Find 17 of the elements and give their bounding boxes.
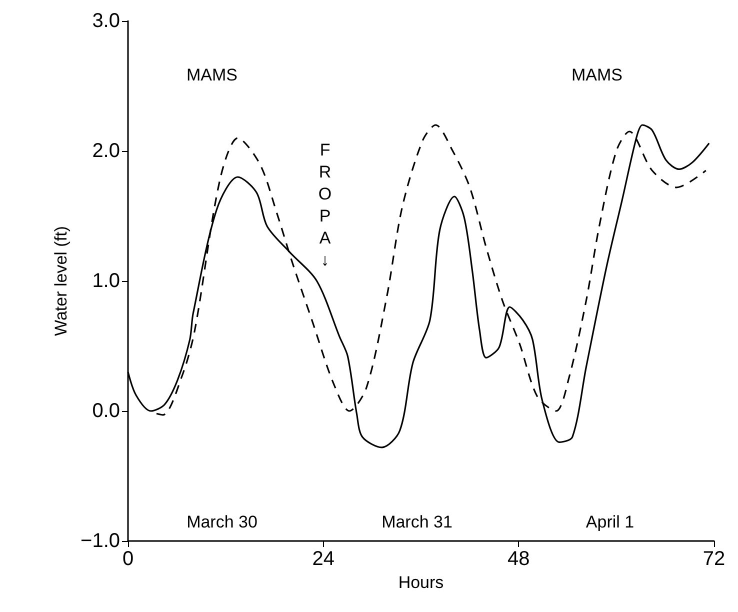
y-tick-label: 1.0 (92, 270, 120, 292)
y-tick-label: 3.0 (92, 10, 120, 32)
x-tick-label: 0 (122, 548, 134, 570)
x-tick-label: 72 (702, 548, 726, 570)
x-axis-title: Hours (398, 572, 444, 592)
annotation: MAMS (572, 66, 622, 84)
x-tick-label: 48 (508, 548, 530, 570)
annotation: March 30 (186, 512, 258, 532)
y-tick-label: −1.0 (80, 530, 120, 552)
y-tick-label: 2.0 (92, 140, 120, 162)
annotation: MAMS (186, 66, 238, 84)
y-axis-title: Water level (ft) (52, 226, 71, 336)
annotation: April 1 (586, 512, 634, 532)
y-tick-label: 0.0 (92, 400, 120, 422)
x-tick-label: 24 (312, 548, 334, 570)
annotation: March 31 (382, 512, 452, 532)
annotation: FROPA ↓ (318, 140, 332, 270)
